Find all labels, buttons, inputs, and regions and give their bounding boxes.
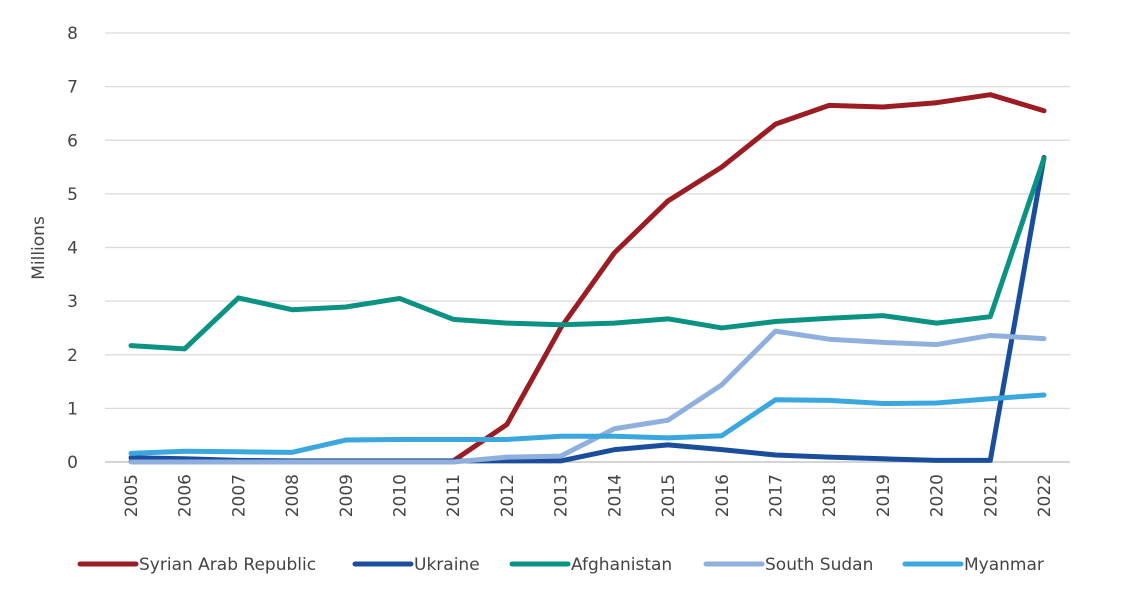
series-line-myanmar (128, 392, 1047, 456)
x-tick-label: 2018 (820, 474, 840, 517)
x-axis-ticks: 2005 2006 2007 2008 2009 2010 2011 2012 2013 2014… (122, 474, 1055, 517)
legend-item: Syrian Arab Republic (77, 555, 316, 575)
x-tick-label: 2022 (1035, 474, 1055, 517)
series-line-afghanistan (128, 155, 1047, 352)
legend-label: Afghanistan (571, 555, 672, 575)
x-tick-label: 2013 (552, 474, 572, 517)
legend-label: Ukraine (414, 555, 480, 575)
legend-label: South Sudan (765, 555, 873, 575)
legend-item: Myanmar (902, 555, 1044, 575)
series-line-syrian-arab-republic (128, 92, 1047, 464)
x-tick-label: 2019 (874, 474, 894, 517)
x-tick-label: 2010 (391, 474, 411, 517)
x-tick-label: 2020 (928, 474, 948, 517)
x-tick-label: 2015 (659, 474, 679, 517)
x-tick-label: 2007 (229, 474, 249, 517)
x-tick-label: 2011 (444, 474, 464, 517)
y-tick-label: 2 (67, 346, 78, 366)
x-tick-label: 2021 (981, 474, 1001, 517)
x-tick-label: 2016 (713, 474, 733, 517)
gridlines (105, 32, 1070, 463)
y-tick-label: 5 (67, 185, 78, 205)
y-axis-label: Millions (29, 216, 49, 280)
y-tick-label: 6 (67, 131, 78, 151)
legend-item: South Sudan (703, 555, 873, 575)
series-line-ukraine (128, 154, 1047, 464)
x-tick-label: 2017 (766, 474, 786, 517)
legend-item: Ukraine (352, 555, 480, 575)
y-axis-ticks: 0 1 2 3 4 5 6 7 8 (67, 24, 78, 473)
x-tick-label: 2008 (283, 474, 303, 517)
legend: Syrian Arab Republic Ukraine Afghanistan So… (77, 555, 1044, 575)
x-tick-label: 2014 (605, 474, 625, 517)
legend-label: Syrian Arab Republic (139, 555, 316, 575)
legend-label: Myanmar (964, 555, 1044, 575)
x-tick-label: 2012 (498, 474, 518, 517)
x-tick-label: 2005 (122, 474, 142, 517)
y-tick-label: 0 (67, 453, 78, 473)
y-tick-label: 1 (67, 399, 78, 419)
x-tick-label: 2009 (337, 474, 357, 517)
series-lines (128, 92, 1047, 465)
series-line-south-sudan (128, 328, 1047, 465)
y-tick-label: 3 (67, 292, 78, 312)
legend-item: Afghanistan (509, 555, 672, 575)
y-tick-label: 8 (67, 24, 78, 44)
x-tick-label: 2006 (176, 474, 196, 517)
y-tick-label: 7 (67, 78, 78, 98)
y-tick-label: 4 (67, 239, 78, 259)
